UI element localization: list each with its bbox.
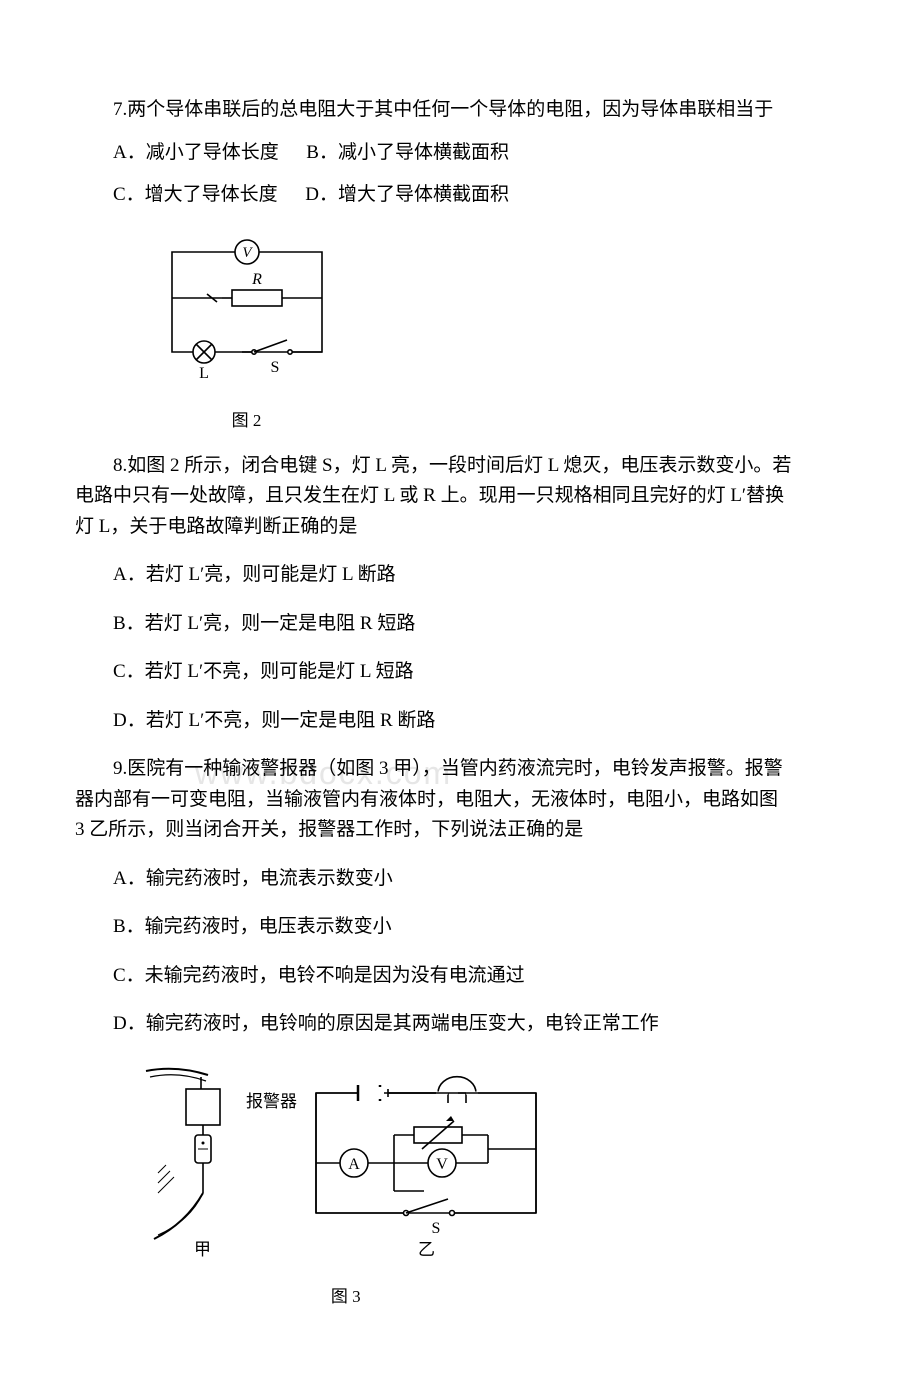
q9-opt-c: C．未输完药液时，电铃不响是因为没有电流通过 <box>75 962 845 991</box>
q8-opt-d-row: D．若灯 L′不亮，则一定是电阻 R 断路 <box>75 707 845 736</box>
q7-stem: 7.两个导体串联后的总电阻大于其中任何一个导体的电阻，因为导体串联相当于 <box>75 96 845 125</box>
figure-2-caption: 图 2 <box>142 408 352 434</box>
q8-opt-b: B．若灯 L′亮，则一定是电阻 R 短路 <box>75 610 845 639</box>
figure-2-svg: V R L S <box>142 232 352 397</box>
q8-opt-a: A．若灯 L′亮，则可能是灯 L 断路 <box>75 561 845 590</box>
figure-3-svg: 报警器 甲 <box>136 1063 556 1273</box>
q8-opt-d: D．若灯 L′不亮，则一定是电阻 R 断路 <box>113 710 435 731</box>
fig3-v-label: V <box>436 1156 448 1173</box>
q7-opt-c: C．增大了导体长度 <box>113 184 278 205</box>
q8-opt-c: C．若灯 L′不亮，则可能是灯 L 短路 <box>75 658 845 687</box>
figure-3: 报警器 甲 <box>75 1063 845 1310</box>
fig3-jia-label: 甲 <box>194 1240 211 1259</box>
q7-opt-d: D．增大了导体横截面积 <box>305 184 509 205</box>
figure-2: V R L S 图 2 <box>75 232 845 434</box>
q7-opt-a: A．减小了导体长度 <box>113 142 279 163</box>
q9-stem-1: 9.医院有一种输液警报器（如图 3 甲），当管内药液流完时，电铃发声报警。报警 <box>75 755 845 784</box>
q7-row2: C．增大了导体长度 D．增大了导体横截面积 <box>75 181 845 210</box>
q9-opt-d: D．输完药液时，电铃响的原因是其两端电压变大，电铃正常工作 <box>75 1010 845 1039</box>
fig3-s-label: S <box>431 1220 440 1237</box>
q7-row1: A．减小了导体长度 B．减小了导体横截面积 <box>75 139 845 168</box>
q9-stem-2: 器内部有一可变电阻，当输液管内有液体时，电阻大，无液体时，电阻小，电路如图 <box>75 786 845 815</box>
figure-3-caption: 图 3 <box>136 1284 556 1310</box>
fig2-r-label: R <box>251 271 262 288</box>
q8-stem-1: 8.如图 2 所示，闭合电键 S，灯 L 亮，一段时间后灯 L 熄灭，电压表示数… <box>75 452 845 481</box>
q7-opt-b: B．减小了导体横截面积 <box>306 142 509 163</box>
fig3-a-label: A <box>348 1156 360 1173</box>
q9-opt-b: B．输完药液时，电压表示数变小 <box>75 913 845 942</box>
fig3-yi-label: 乙 <box>418 1240 435 1259</box>
fig2-l-label: L <box>199 365 209 382</box>
fig3-alarm-label: 报警器 <box>246 1092 297 1111</box>
q9-stem-3: 3 乙所示，则当闭合开关，报警器工作时，下列说法正确的是 <box>75 816 845 845</box>
q9-opt-a: A．输完药液时，电流表示数变小 <box>75 865 845 894</box>
fig2-s-label: S <box>270 359 279 376</box>
q8-stem-3: 灯 L，关于电路故障判断正确的是 <box>75 513 845 542</box>
q8-stem-2: 电路中只有一处故障，且只发生在灯 L 或 R 上。现用一只规格相同且完好的灯 L… <box>75 482 845 511</box>
